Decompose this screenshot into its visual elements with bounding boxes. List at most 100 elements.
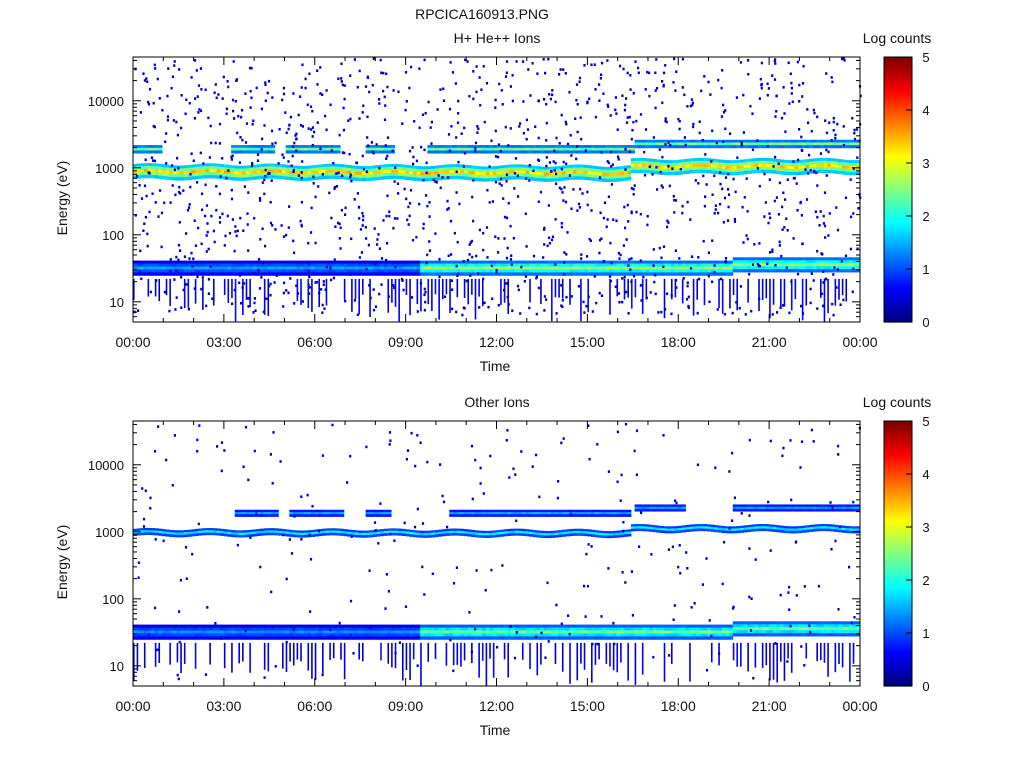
spectrogram-cell bbox=[362, 633, 367, 637]
spectrogram-cell bbox=[729, 163, 734, 167]
spectrogram-cell bbox=[456, 147, 461, 151]
noise-dot bbox=[175, 269, 178, 273]
spectrogram-cell bbox=[354, 636, 359, 640]
spectrogram-cell bbox=[707, 145, 712, 149]
noise-dot bbox=[199, 109, 203, 113]
colorbar-label: Log counts bbox=[863, 30, 932, 46]
noise-dot bbox=[810, 272, 813, 275]
noise-dot bbox=[842, 298, 845, 302]
spectrogram-cell bbox=[282, 627, 287, 631]
spectrogram-cell bbox=[816, 257, 821, 261]
spectrogram-cell bbox=[830, 145, 835, 149]
spectrogram-cell bbox=[176, 177, 181, 181]
spectrogram-cell bbox=[710, 164, 715, 168]
spectrogram-cell bbox=[456, 278, 459, 298]
noise-dot bbox=[681, 57, 684, 61]
spectrogram-cell bbox=[594, 145, 599, 149]
colorbar-tick-label: 0 bbox=[922, 315, 929, 330]
noise-dot bbox=[258, 258, 261, 261]
noise-dot bbox=[450, 279, 453, 282]
spectrogram-cell bbox=[380, 170, 385, 174]
spectrogram-cell bbox=[449, 263, 454, 267]
spectrogram-cell bbox=[474, 174, 479, 179]
spectrogram-cell bbox=[267, 272, 272, 276]
spectrogram-cell bbox=[191, 266, 196, 270]
noise-dot bbox=[606, 103, 609, 107]
colorbar-segment bbox=[884, 81, 912, 85]
spectrogram-cell bbox=[212, 278, 215, 306]
noise-dot bbox=[138, 270, 141, 273]
spectrogram-cell bbox=[740, 165, 745, 169]
spectrogram-cell bbox=[816, 263, 821, 267]
noise-dot bbox=[786, 178, 789, 181]
spectrogram-cell bbox=[154, 633, 159, 637]
spectrogram-cell bbox=[169, 272, 174, 276]
noise-dot bbox=[756, 167, 759, 170]
spectrogram-cell bbox=[747, 266, 752, 270]
noise-dot bbox=[684, 143, 687, 147]
spectrogram-cell bbox=[431, 168, 436, 173]
noise-dot bbox=[378, 98, 381, 101]
spectrogram-cell bbox=[300, 260, 305, 264]
spectrogram-cell bbox=[136, 260, 141, 264]
spectrogram-cell bbox=[598, 263, 603, 267]
spectrogram-cell bbox=[572, 167, 577, 171]
noise-dot bbox=[347, 119, 350, 122]
spectrogram-cell bbox=[452, 172, 457, 177]
noise-dot bbox=[561, 298, 564, 302]
noise-dot bbox=[143, 79, 146, 82]
spectrogram-cell bbox=[431, 260, 436, 264]
noise-dot bbox=[270, 179, 273, 182]
noise-dot bbox=[646, 223, 649, 227]
spectrogram-cell bbox=[598, 145, 603, 149]
spectrogram-cell bbox=[198, 163, 203, 168]
spectrogram-cell bbox=[645, 158, 650, 162]
spectrogram-cell bbox=[256, 627, 261, 631]
noise-dot bbox=[205, 204, 209, 207]
noise-dot bbox=[227, 169, 230, 172]
noise-dot bbox=[579, 116, 582, 119]
spectrogram-cell bbox=[307, 145, 312, 149]
spectrogram-cell bbox=[536, 178, 541, 182]
spectrogram-cell bbox=[176, 530, 181, 533]
colorbar-segment bbox=[884, 83, 912, 87]
spectrogram-cell bbox=[198, 627, 203, 631]
noise-dot bbox=[443, 295, 447, 299]
spectrogram-cell bbox=[616, 172, 621, 176]
noise-dot bbox=[577, 202, 581, 206]
spectrogram-cell bbox=[183, 260, 188, 264]
spectrogram-cell bbox=[558, 260, 563, 264]
spectrogram-cell bbox=[329, 532, 334, 536]
noise-dot bbox=[614, 285, 617, 289]
spectrogram-cell bbox=[362, 269, 367, 273]
spectrogram-cell bbox=[412, 168, 417, 173]
spectrogram-cell bbox=[656, 165, 661, 169]
spectrogram-cell bbox=[318, 533, 323, 537]
spectrogram-cell bbox=[231, 269, 236, 273]
spectrogram-cell bbox=[434, 145, 439, 149]
spectrogram-cell bbox=[532, 150, 537, 154]
spectrogram-cell bbox=[260, 266, 265, 270]
noise-dot bbox=[469, 241, 472, 244]
spectrogram-cell bbox=[620, 177, 625, 182]
spectrogram-cell bbox=[656, 263, 661, 267]
spectrogram-cell bbox=[420, 166, 425, 170]
spectrogram-cell bbox=[205, 630, 210, 634]
spectrogram-cell bbox=[511, 164, 516, 168]
spectrogram-cell bbox=[849, 269, 854, 273]
spectrogram-cell bbox=[347, 170, 352, 175]
noise-dot bbox=[760, 86, 763, 90]
spectrogram-cell bbox=[427, 169, 432, 173]
noise-dot bbox=[342, 106, 345, 110]
noise-dot bbox=[753, 243, 756, 246]
spectrogram-cell bbox=[158, 266, 163, 270]
spectrogram-cell bbox=[707, 142, 712, 146]
noise-dot bbox=[372, 288, 375, 291]
spectrogram-cell bbox=[383, 272, 388, 276]
spectrogram-cell bbox=[227, 269, 232, 273]
spectrogram-cell bbox=[569, 173, 574, 177]
spectrogram-cell bbox=[412, 177, 417, 181]
spectrogram-cell bbox=[776, 266, 781, 270]
spectrogram-cell bbox=[456, 150, 461, 154]
spectrogram-cell bbox=[798, 260, 803, 264]
